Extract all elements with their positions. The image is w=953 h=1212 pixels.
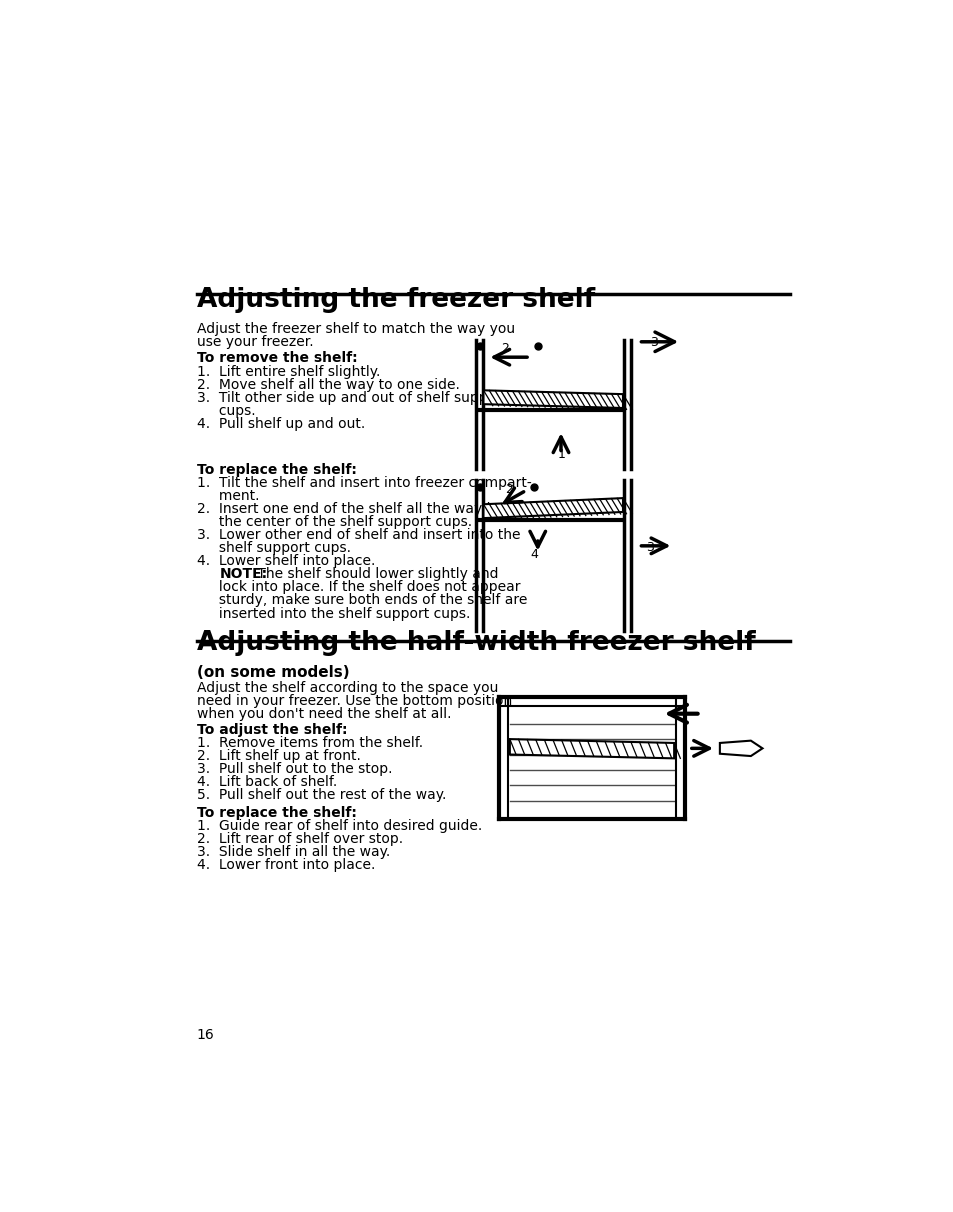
Polygon shape bbox=[720, 741, 761, 756]
Text: 4.  Lower front into place.: 4. Lower front into place. bbox=[196, 858, 375, 873]
Text: cups.: cups. bbox=[196, 404, 255, 418]
Text: inserted into the shelf support cups.: inserted into the shelf support cups. bbox=[196, 606, 470, 621]
Polygon shape bbox=[483, 390, 622, 408]
Text: lock into place. If the shelf does not appear: lock into place. If the shelf does not a… bbox=[196, 581, 519, 594]
Text: 4.  Lower shelf into place.: 4. Lower shelf into place. bbox=[196, 554, 375, 568]
Text: 4: 4 bbox=[530, 548, 537, 561]
Text: Adjusting the half-width freezer shelf: Adjusting the half-width freezer shelf bbox=[196, 630, 755, 656]
Text: shelf support cups.: shelf support cups. bbox=[196, 541, 351, 555]
Text: 2.  Lift rear of shelf over stop.: 2. Lift rear of shelf over stop. bbox=[196, 833, 402, 846]
Text: the center of the shelf support cups.: the center of the shelf support cups. bbox=[196, 515, 472, 528]
Text: 3: 3 bbox=[645, 541, 654, 554]
Text: Adjust the freezer shelf to match the way you: Adjust the freezer shelf to match the wa… bbox=[196, 322, 515, 337]
Text: sturdy, make sure both ends of the shelf are: sturdy, make sure both ends of the shelf… bbox=[196, 594, 527, 607]
Text: 1: 1 bbox=[558, 448, 565, 461]
Text: 4.  Lift back of shelf.: 4. Lift back of shelf. bbox=[196, 776, 336, 789]
Text: 2: 2 bbox=[505, 482, 513, 496]
Text: ment.: ment. bbox=[196, 488, 259, 503]
Text: NOTE:: NOTE: bbox=[220, 567, 268, 582]
Text: To replace the shelf:: To replace the shelf: bbox=[196, 463, 356, 476]
Text: 2.  Insert one end of the shelf all the way into: 2. Insert one end of the shelf all the w… bbox=[196, 502, 513, 516]
Text: 2: 2 bbox=[500, 342, 509, 355]
Text: 1.  Tilt the shelf and insert into freezer compart-: 1. Tilt the shelf and insert into freeze… bbox=[196, 475, 531, 490]
Text: Adjusting the freezer shelf: Adjusting the freezer shelf bbox=[196, 287, 595, 313]
Text: 5.  Pull shelf out the rest of the way.: 5. Pull shelf out the rest of the way. bbox=[196, 788, 446, 802]
Text: 16: 16 bbox=[196, 1029, 214, 1042]
Text: 1.  Lift entire shelf slightly.: 1. Lift entire shelf slightly. bbox=[196, 365, 379, 378]
Text: 2.  Move shelf all the way to one side.: 2. Move shelf all the way to one side. bbox=[196, 378, 459, 391]
Text: To adjust the shelf:: To adjust the shelf: bbox=[196, 722, 347, 737]
Text: 3.  Tilt other side up and out of shelf support: 3. Tilt other side up and out of shelf s… bbox=[196, 391, 507, 405]
Text: when you don't need the shelf at all.: when you don't need the shelf at all. bbox=[196, 708, 451, 721]
Polygon shape bbox=[509, 739, 674, 759]
Text: 3.  Pull shelf out to the stop.: 3. Pull shelf out to the stop. bbox=[196, 762, 392, 776]
Text: To replace the shelf:: To replace the shelf: bbox=[196, 806, 356, 821]
Text: 3.  Lower other end of shelf and insert into the: 3. Lower other end of shelf and insert i… bbox=[196, 528, 519, 542]
Text: (on some models): (on some models) bbox=[196, 665, 349, 680]
Text: 1.  Guide rear of shelf into desired guide.: 1. Guide rear of shelf into desired guid… bbox=[196, 819, 481, 833]
Text: To remove the shelf:: To remove the shelf: bbox=[196, 351, 357, 365]
Text: 3: 3 bbox=[649, 336, 658, 349]
Text: 2.  Lift shelf up at front.: 2. Lift shelf up at front. bbox=[196, 749, 360, 764]
Text: 3.  Slide shelf in all the way.: 3. Slide shelf in all the way. bbox=[196, 845, 390, 859]
Text: 1.  Remove items from the shelf.: 1. Remove items from the shelf. bbox=[196, 736, 422, 750]
Text: The shelf should lower slightly and: The shelf should lower slightly and bbox=[253, 567, 497, 582]
Text: 4.  Pull shelf up and out.: 4. Pull shelf up and out. bbox=[196, 417, 365, 431]
Polygon shape bbox=[483, 498, 622, 518]
Text: use your freezer.: use your freezer. bbox=[196, 336, 313, 349]
Text: Adjust the shelf according to the space you: Adjust the shelf according to the space … bbox=[196, 681, 497, 696]
Text: need in your freezer. Use the bottom position: need in your freezer. Use the bottom pos… bbox=[196, 694, 512, 708]
